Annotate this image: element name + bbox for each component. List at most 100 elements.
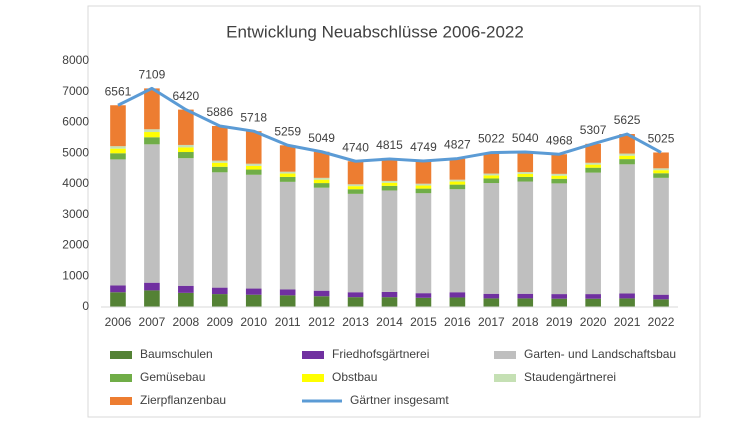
bar-segment (585, 162, 601, 165)
bar-segment (551, 298, 568, 307)
bar-segment (415, 193, 432, 294)
bar-segment (245, 165, 262, 170)
x-tick-label: 2015 (410, 315, 437, 329)
data-label: 5307 (580, 123, 607, 137)
y-tick-label: 4000 (62, 176, 89, 190)
bar-segment (178, 158, 194, 286)
y-tick-label: 5000 (62, 145, 89, 159)
bar-segment (415, 185, 432, 189)
bar-segment (653, 294, 669, 300)
bar-segment (313, 290, 330, 297)
bar-segment (653, 173, 669, 178)
x-tick-label: 2018 (512, 315, 539, 329)
bar-segment (279, 176, 296, 182)
legend-label: Obstbau (332, 370, 377, 384)
bar-segment (313, 187, 330, 291)
bar-segment (381, 180, 398, 183)
x-tick-label: 2009 (206, 315, 233, 329)
bar-segment (347, 193, 364, 293)
bar-segment (449, 297, 466, 307)
bar-segment (144, 137, 160, 145)
bar-segment (619, 293, 635, 299)
y-tick-label: 7000 (62, 84, 89, 98)
bar-segment (449, 158, 466, 180)
bar-segment (449, 179, 466, 182)
legend-marker (302, 351, 324, 359)
bar-segment (245, 131, 262, 164)
x-tick-label: 2020 (580, 315, 607, 329)
bar-segment (483, 152, 500, 174)
bar-segment (178, 109, 194, 145)
data-label: 4815 (376, 138, 403, 152)
bar-segment (381, 291, 398, 298)
x-tick-label: 2006 (105, 315, 132, 329)
data-label: 5022 (478, 132, 505, 146)
legend-marker (110, 374, 132, 382)
bar-segment (585, 143, 601, 163)
bar-segment (381, 190, 398, 292)
y-tick-label: 6000 (62, 115, 89, 129)
bar-segment (211, 126, 228, 161)
bar-segment (585, 164, 601, 168)
data-label: 5886 (206, 105, 233, 119)
y-tick-label: 3000 (62, 207, 89, 221)
bar-segment (245, 288, 262, 295)
data-label: 5718 (240, 110, 267, 124)
legend-marker (494, 351, 516, 359)
y-tick-label: 8000 (62, 53, 89, 67)
x-tick-label: 2019 (546, 315, 573, 329)
legend-label: Baumschulen (140, 347, 213, 361)
bar-segment (619, 164, 635, 294)
bar-segment (381, 182, 398, 186)
x-tick-label: 2013 (342, 315, 369, 329)
bar-segment (483, 175, 500, 179)
data-label: 5625 (614, 113, 641, 127)
bar-segment (551, 175, 568, 179)
data-label: 6420 (173, 89, 200, 103)
data-label: 7109 (139, 68, 166, 82)
bar-segment (347, 292, 364, 298)
bar-segment (619, 298, 635, 307)
chart-title: Entwicklung Neuabschlüsse 2006-2022 (226, 22, 524, 41)
bar-segment (313, 177, 330, 180)
bar-segment (211, 172, 228, 288)
bar-segment (551, 173, 568, 176)
bar-segment (653, 299, 669, 307)
bar-segment (381, 297, 398, 307)
bar-segment (517, 298, 534, 307)
bar-segment (211, 162, 228, 167)
bar-segment (245, 169, 262, 175)
bar-segment (347, 184, 364, 187)
x-tick-label: 2011 (275, 315, 301, 329)
bar-segment (178, 144, 194, 148)
bar-segment (653, 170, 669, 174)
x-tick-label: 2012 (308, 315, 335, 329)
bar-segment (178, 147, 194, 153)
bar-segment (619, 134, 635, 154)
bar-segment (551, 178, 568, 184)
bar-segment (279, 295, 296, 307)
bar-segment (517, 176, 534, 182)
bar-segment (347, 189, 364, 194)
bar-segment (585, 298, 601, 307)
legend-label: Zierpflanzenbau (140, 393, 226, 407)
legend-label: Garten- und Landschaftsbau (524, 347, 676, 361)
bar-segment (144, 129, 160, 133)
bar-segment (551, 183, 568, 295)
bar-segment (585, 167, 601, 173)
bar-segment (279, 289, 296, 296)
legend-label: Staudengärtnerei (524, 370, 616, 384)
bar-segment (313, 179, 330, 184)
bar-segment (517, 152, 534, 173)
bar-segment (347, 186, 364, 190)
bar-segment (415, 160, 432, 184)
legend-label: Friedhofsgärtnerei (332, 347, 429, 361)
bar-segment (449, 184, 466, 190)
bar-segment (619, 153, 635, 156)
bar-segment (585, 172, 601, 295)
bar-segment (144, 132, 160, 138)
bar-segment (245, 174, 262, 289)
x-tick-label: 2010 (240, 315, 267, 329)
bar-segment (211, 166, 228, 173)
bar-segment (110, 292, 126, 307)
